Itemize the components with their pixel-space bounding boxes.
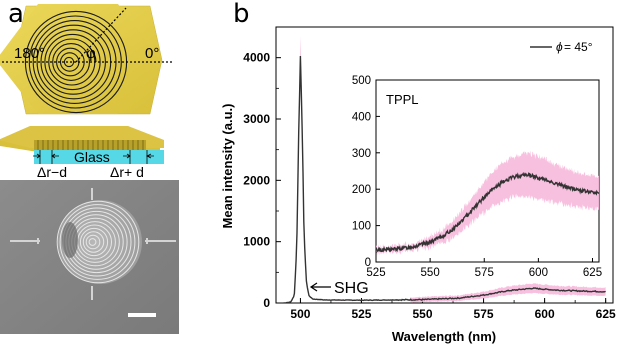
legend-phi: ϕ xyxy=(556,40,563,54)
sem-image xyxy=(0,180,179,334)
groove-lines xyxy=(37,140,144,150)
x-tick-label: 600 xyxy=(535,307,555,321)
shg-label: SHG xyxy=(334,280,369,297)
cross-section-view: Glass Δr−d Δr+ d xyxy=(0,126,164,180)
inset-y-tick-label: 200 xyxy=(352,184,371,196)
inset-x-tick-label: 625 xyxy=(583,267,602,279)
y-tick-label: 3000 xyxy=(243,112,270,126)
dim-left-arrow xyxy=(33,153,59,159)
inset-x-tick-label: 575 xyxy=(475,267,494,279)
y-tick-label: 0 xyxy=(263,296,270,310)
inset-x-tick-label: 550 xyxy=(421,267,440,279)
panel-b-letter: b xyxy=(233,0,250,29)
ring xyxy=(52,43,91,81)
sem-structure-shadow xyxy=(62,222,78,258)
cross-section-grooves-band xyxy=(34,140,146,150)
ring xyxy=(28,15,122,109)
x-tick-label: 625 xyxy=(596,307,616,321)
phi-label: φ xyxy=(86,45,96,62)
main-plot-frame xyxy=(275,26,614,304)
inset-chart: 525 550 575 600 625 0 100 200 300 400 500 TPPL xyxy=(352,75,602,279)
inset-series-line xyxy=(376,171,599,253)
sem-ring xyxy=(85,234,101,250)
x-tick-label: 500 xyxy=(290,307,310,321)
inset-x-tick-label: 525 xyxy=(366,267,385,279)
sem-ring xyxy=(88,238,97,246)
sem-ring xyxy=(59,204,136,280)
sem-ring xyxy=(79,227,109,257)
main-ylabel: Mean intensity (a.u.) xyxy=(220,104,235,229)
dim-left-label: Δr−d xyxy=(37,164,67,180)
inset-series-shade xyxy=(376,150,599,256)
phi-arc xyxy=(89,47,97,63)
inset-y-tick-label: 100 xyxy=(352,221,371,233)
inset-y-tick-label: 500 xyxy=(352,75,371,87)
angle-0-label: 0° xyxy=(145,45,159,62)
main-xlabel: Wavelength (nm) xyxy=(392,329,496,344)
ring xyxy=(56,47,85,77)
inset-x-tick-label: 600 xyxy=(529,267,548,279)
inset-label: TPPL xyxy=(386,92,419,107)
ring xyxy=(44,33,101,91)
angle-dotted-axis xyxy=(75,7,127,63)
inset-y-tick-label: 400 xyxy=(352,111,371,123)
inset-y-tick-label: 300 xyxy=(352,148,371,160)
angle-180-label: 180° xyxy=(14,45,45,62)
shg-arrow xyxy=(309,282,331,292)
glass-label: Glass xyxy=(74,149,110,165)
x-tick-label: 550 xyxy=(413,307,433,321)
ring xyxy=(63,56,75,68)
x-tick-label: 525 xyxy=(351,307,371,321)
dim-right-label: Δr+ d xyxy=(110,164,144,180)
legend-value: = 45° xyxy=(564,40,593,54)
inset-axis-ticks: 525 550 575 600 625 0 100 200 300 400 500 xyxy=(352,75,602,279)
inset-plot-frame xyxy=(375,79,600,263)
sem-ring xyxy=(82,231,105,253)
y-tick-label: 4000 xyxy=(243,51,270,65)
y-tick-label: 1000 xyxy=(243,235,270,249)
y-tick-label: 2000 xyxy=(243,173,270,187)
sem-rings xyxy=(56,200,140,284)
panel-a-letter: a xyxy=(8,0,24,29)
x-tick-label: 575 xyxy=(474,307,494,321)
sem-ring xyxy=(56,200,140,284)
ring xyxy=(40,29,106,95)
scale-bar xyxy=(128,313,156,317)
dim-right-arrow xyxy=(123,153,154,159)
main-series-line xyxy=(283,55,606,303)
inset-y-tick-label: 0 xyxy=(365,257,371,269)
hexagon-top-view: φ 180° 0° xyxy=(0,4,172,115)
glass-substrate xyxy=(34,150,164,164)
